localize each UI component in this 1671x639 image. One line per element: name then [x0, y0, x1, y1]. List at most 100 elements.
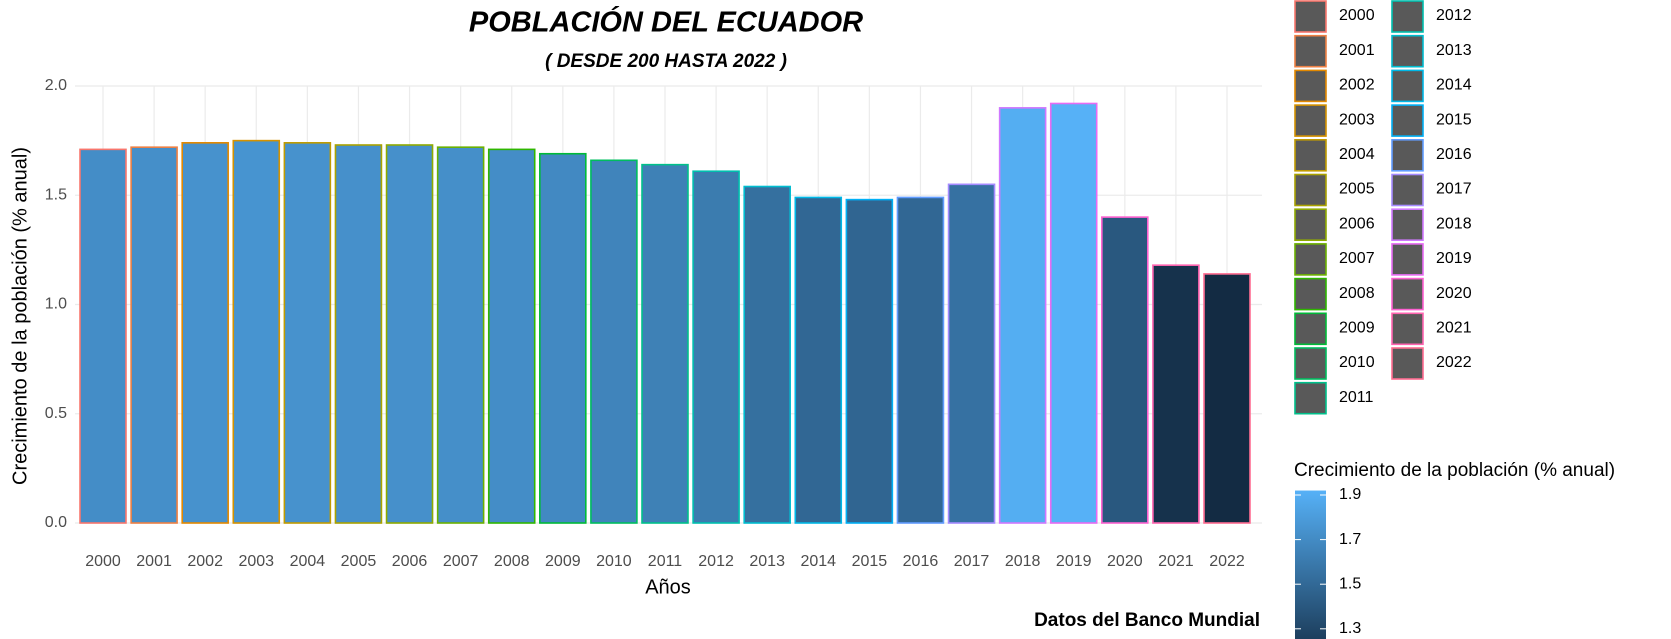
- legend-key: [1294, 0, 1327, 33]
- bar: [845, 198, 894, 524]
- legend-key: [1294, 243, 1327, 276]
- y-tick-label: 1.0: [45, 296, 67, 313]
- legend-label: 2003: [1339, 111, 1375, 128]
- legend-label: 2021: [1436, 320, 1472, 337]
- legend-label: 2000: [1339, 7, 1375, 24]
- legend-label: 2001: [1339, 42, 1375, 59]
- legend-key: [1294, 173, 1327, 207]
- legend-label: 2013: [1436, 42, 1472, 59]
- bar: [590, 159, 638, 524]
- colorbar-label: 1.5: [1339, 575, 1361, 592]
- x-tick-label: 2021: [1158, 553, 1194, 570]
- bar: [947, 183, 996, 524]
- legend-key: [1391, 277, 1424, 311]
- chart-subtitle: ( DESDE 200 HASTA 2022 ): [545, 51, 787, 72]
- legend-key: [1391, 0, 1424, 33]
- legend-label: 2020: [1436, 285, 1472, 302]
- x-tick-label: 2004: [290, 553, 326, 570]
- legend-key: [1294, 69, 1327, 103]
- legend-key: [1294, 347, 1327, 380]
- bar: [539, 152, 587, 524]
- legend-key: [1294, 34, 1327, 68]
- bar: [79, 148, 127, 524]
- legend-key: [1294, 381, 1327, 415]
- legend-label: 2019: [1436, 250, 1472, 267]
- legend-label: 2007: [1339, 250, 1375, 267]
- legend-key: [1391, 139, 1424, 172]
- bar: [487, 148, 536, 524]
- legend-key: [1294, 277, 1327, 311]
- caption: Datos del Banco Mundial: [1034, 610, 1260, 631]
- x-axis-title: Años: [645, 576, 691, 598]
- bar: [692, 170, 740, 524]
- x-tick-label: 2010: [596, 553, 632, 570]
- bar: [385, 144, 434, 524]
- x-tick-label: 2009: [545, 553, 581, 570]
- x-tick-label: 2002: [187, 553, 223, 570]
- colorbar-label: 1.9: [1339, 486, 1361, 503]
- legend-label: 2014: [1436, 77, 1472, 94]
- x-tick-label: 2018: [1005, 553, 1041, 570]
- x-tick-label: 2000: [85, 553, 121, 570]
- bar: [1152, 264, 1200, 524]
- legend-key: [1391, 243, 1424, 276]
- legend-key: [1391, 312, 1424, 346]
- x-tick-label: 2012: [698, 553, 734, 570]
- x-tick-label: 2003: [238, 553, 274, 570]
- x-tick-label: 2014: [800, 553, 836, 570]
- x-tick-label: 2015: [852, 553, 888, 570]
- bar: [794, 196, 843, 524]
- x-tick-label: 2016: [903, 553, 939, 570]
- legend-label: 2015: [1436, 111, 1472, 128]
- legend-label: 2004: [1339, 146, 1375, 163]
- legend-key: [1391, 208, 1424, 241]
- legend-key: [1391, 34, 1424, 68]
- legend-title: Crecimiento de la población (% anual): [1294, 460, 1615, 481]
- y-tick-label: 2.0: [45, 77, 67, 94]
- legend-label: 2010: [1339, 354, 1375, 371]
- y-tick-label: 0.5: [45, 405, 67, 422]
- x-tick-label: 2006: [392, 553, 428, 570]
- legend-label: 2002: [1339, 77, 1375, 94]
- x-tick-label: 2022: [1209, 553, 1245, 570]
- legend-key: [1294, 312, 1327, 346]
- bar: [743, 185, 791, 524]
- bar: [334, 144, 383, 524]
- y-tick-label: 0.0: [45, 514, 67, 531]
- bar: [181, 142, 229, 524]
- bar: [641, 163, 689, 524]
- bar: [232, 139, 281, 524]
- legend-key: [1391, 173, 1424, 207]
- y-tick-label: 1.5: [45, 186, 67, 203]
- x-tick-label: 2011: [648, 553, 683, 570]
- x-tick-label: 2001: [136, 553, 172, 570]
- colorbar: [1295, 490, 1326, 639]
- legend-label: 2022: [1436, 354, 1472, 371]
- legend-key: [1294, 104, 1327, 137]
- x-tick-label: 2008: [494, 553, 530, 570]
- y-axis-title: Crecimiento de la población (% anual): [9, 147, 31, 485]
- bar: [1049, 102, 1098, 524]
- x-tick-label: 2017: [954, 553, 990, 570]
- colorbar-label: 1.3: [1339, 620, 1361, 637]
- legend-label: 2009: [1339, 320, 1375, 337]
- bar: [283, 142, 332, 524]
- bar: [998, 107, 1047, 524]
- legend-label: 2008: [1339, 285, 1375, 302]
- legend-label: 2018: [1436, 215, 1472, 232]
- bar: [896, 196, 945, 524]
- legend-label: 2006: [1339, 215, 1375, 232]
- x-tick-label: 2020: [1107, 553, 1143, 570]
- legend-label: 2016: [1436, 146, 1472, 163]
- bar: [436, 146, 485, 524]
- legend-label: 2005: [1339, 181, 1375, 198]
- bar: [1101, 216, 1149, 524]
- legend-key: [1391, 347, 1424, 380]
- bar: [1203, 273, 1251, 524]
- x-tick-label: 2005: [341, 553, 377, 570]
- legend-label: 2017: [1436, 181, 1472, 198]
- x-tick-label: 2013: [749, 553, 785, 570]
- legend-key: [1391, 69, 1424, 103]
- legend-key: [1294, 208, 1327, 241]
